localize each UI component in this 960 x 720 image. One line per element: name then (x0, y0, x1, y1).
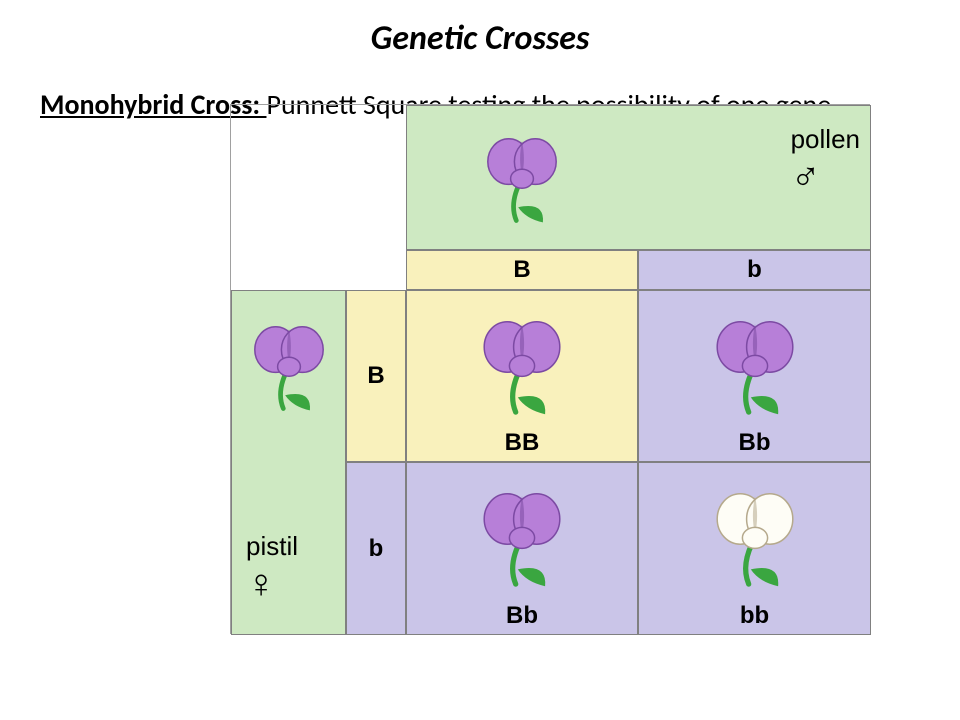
pistil-allele-B: B (346, 290, 406, 462)
female-symbol-icon: ♀ (246, 564, 298, 604)
genotype-label: bb (639, 602, 870, 630)
male-symbol-icon: ♂ (791, 157, 860, 197)
pollen-allele-B: B (406, 250, 638, 290)
offspring-Bb-top: Bb (638, 290, 871, 462)
allele-label: b (747, 256, 762, 284)
pollen-label: pollen (791, 124, 860, 155)
flower-icon (477, 123, 567, 233)
pistil-allele-b: b (346, 462, 406, 635)
genotype-label: BB (407, 429, 637, 457)
pollen-allele-b: b (638, 250, 871, 290)
genotype-label: Bb (639, 429, 870, 457)
offspring-BB: BB (406, 290, 638, 462)
allele-label: b (369, 535, 384, 563)
flower-icon (705, 477, 805, 597)
allele-label: B (367, 362, 384, 390)
flower-icon (472, 477, 572, 597)
pollen-parent-cell: pollen ♂ (406, 105, 871, 250)
offspring-bb: bb (638, 462, 871, 635)
flower-icon (472, 305, 572, 425)
genotype-label: Bb (407, 602, 637, 630)
page-title: Genetic Crosses (40, 18, 920, 59)
pistil-label: pistil (246, 531, 298, 562)
flower-icon (705, 305, 805, 425)
flower-icon (244, 311, 334, 421)
allele-label: B (513, 256, 530, 284)
punnett-square: pollen ♂ B b pistil ♀ B b BB Bb Bb bb (230, 104, 870, 634)
offspring-Bb-bottom: Bb (406, 462, 638, 635)
pistil-parent-cell: pistil ♀ (231, 290, 346, 635)
